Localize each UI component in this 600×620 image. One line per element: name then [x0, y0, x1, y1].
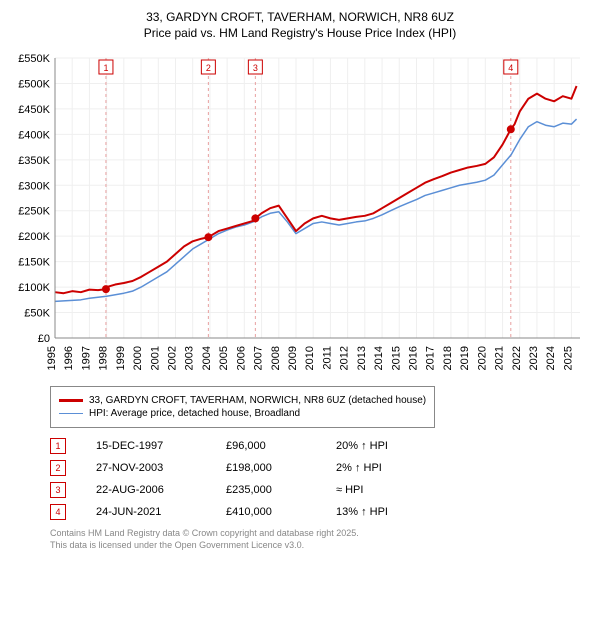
sale-hpi-delta: 2% ↑ HPI: [336, 462, 436, 474]
sale-hpi-delta: 20% ↑ HPI: [336, 440, 436, 452]
svg-text:1996: 1996: [63, 346, 75, 370]
chart-container: 33, GARDYN CROFT, TAVERHAM, NORWICH, NR8…: [10, 10, 590, 551]
footer-line2: This data is licensed under the Open Gov…: [50, 540, 590, 552]
svg-text:1998: 1998: [98, 346, 110, 370]
svg-text:2011: 2011: [321, 346, 333, 370]
legend-label: 33, GARDYN CROFT, TAVERHAM, NORWICH, NR8…: [89, 395, 426, 406]
legend-swatch: [59, 399, 83, 402]
svg-text:2008: 2008: [270, 346, 282, 370]
svg-text:£50K: £50K: [24, 308, 50, 320]
svg-text:2016: 2016: [407, 346, 419, 370]
legend-item: 33, GARDYN CROFT, TAVERHAM, NORWICH, NR8…: [59, 395, 426, 406]
svg-text:2001: 2001: [149, 346, 161, 370]
svg-text:1999: 1999: [115, 346, 127, 370]
svg-text:£100K: £100K: [18, 282, 50, 294]
sales-table: 1 15-DEC-1997 £96,000 20% ↑ HPI 2 27-NOV-2003…: [50, 438, 590, 520]
sale-price: £96,000: [226, 440, 306, 452]
chart-title-line1: 33, GARDYN CROFT, TAVERHAM, NORWICH, NR8…: [10, 10, 590, 24]
legend: 33, GARDYN CROFT, TAVERHAM, NORWICH, NR8…: [50, 386, 435, 428]
svg-text:4: 4: [508, 63, 513, 73]
legend-swatch: [59, 413, 83, 415]
svg-text:2018: 2018: [442, 346, 454, 370]
footer-attribution: Contains HM Land Registry data © Crown c…: [50, 528, 590, 551]
sale-row: 2 27-NOV-2003 £198,000 2% ↑ HPI: [50, 460, 590, 476]
svg-text:2000: 2000: [132, 346, 144, 370]
svg-text:2015: 2015: [390, 346, 402, 370]
svg-text:2006: 2006: [235, 346, 247, 370]
svg-text:2017: 2017: [425, 346, 437, 370]
sale-hpi-delta: 13% ↑ HPI: [336, 506, 436, 518]
svg-text:2020: 2020: [476, 346, 488, 370]
sale-row: 3 22-AUG-2006 £235,000 ≈ HPI: [50, 482, 590, 498]
svg-text:2: 2: [206, 63, 211, 73]
svg-text:£500K: £500K: [18, 78, 50, 90]
sale-price: £235,000: [226, 484, 306, 496]
svg-text:2019: 2019: [459, 346, 471, 370]
svg-text:£0: £0: [38, 333, 50, 345]
legend-label: HPI: Average price, detached house, Broa…: [89, 408, 300, 419]
sale-marker-box: 3: [50, 482, 66, 498]
svg-text:£450K: £450K: [18, 104, 50, 116]
sale-marker-box: 4: [50, 504, 66, 520]
sale-date: 24-JUN-2021: [96, 506, 196, 518]
legend-item: HPI: Average price, detached house, Broa…: [59, 408, 426, 419]
svg-text:£350K: £350K: [18, 155, 50, 167]
svg-text:£550K: £550K: [18, 53, 50, 65]
svg-text:1995: 1995: [46, 346, 58, 370]
sale-hpi-delta: ≈ HPI: [336, 484, 436, 496]
svg-text:£250K: £250K: [18, 206, 50, 218]
sale-marker-box: 1: [50, 438, 66, 454]
svg-text:2023: 2023: [528, 346, 540, 370]
svg-text:2004: 2004: [201, 346, 213, 370]
svg-text:£200K: £200K: [18, 231, 50, 243]
chart-title-line2: Price paid vs. HM Land Registry's House …: [10, 26, 590, 40]
sale-date: 27-NOV-2003: [96, 462, 196, 474]
svg-text:2005: 2005: [218, 346, 230, 370]
sale-price: £410,000: [226, 506, 306, 518]
svg-text:2025: 2025: [562, 346, 574, 370]
svg-text:2024: 2024: [545, 346, 557, 370]
svg-text:3: 3: [253, 63, 258, 73]
svg-text:£150K: £150K: [18, 257, 50, 269]
price-chart: £0 £50K £100K £150K £200K £250K £300K £350K £400…: [10, 48, 590, 378]
svg-text:2022: 2022: [511, 346, 523, 370]
footer-line1: Contains HM Land Registry data © Crown c…: [50, 528, 590, 540]
sale-marker-box: 2: [50, 460, 66, 476]
sale-date: 22-AUG-2006: [96, 484, 196, 496]
svg-text:£400K: £400K: [18, 129, 50, 141]
sale-row: 4 24-JUN-2021 £410,000 13% ↑ HPI: [50, 504, 590, 520]
svg-text:£300K: £300K: [18, 180, 50, 192]
svg-text:2013: 2013: [356, 346, 368, 370]
svg-text:2021: 2021: [494, 346, 506, 370]
svg-text:2007: 2007: [253, 346, 265, 370]
svg-text:1: 1: [103, 63, 108, 73]
svg-text:2012: 2012: [339, 346, 351, 370]
sale-row: 1 15-DEC-1997 £96,000 20% ↑ HPI: [50, 438, 590, 454]
svg-text:1997: 1997: [80, 346, 92, 370]
svg-text:2009: 2009: [287, 346, 299, 370]
sale-date: 15-DEC-1997: [96, 440, 196, 452]
svg-text:2014: 2014: [373, 346, 385, 370]
svg-text:2002: 2002: [166, 346, 178, 370]
sale-price: £198,000: [226, 462, 306, 474]
svg-text:2010: 2010: [304, 346, 316, 370]
svg-text:2003: 2003: [184, 346, 196, 370]
